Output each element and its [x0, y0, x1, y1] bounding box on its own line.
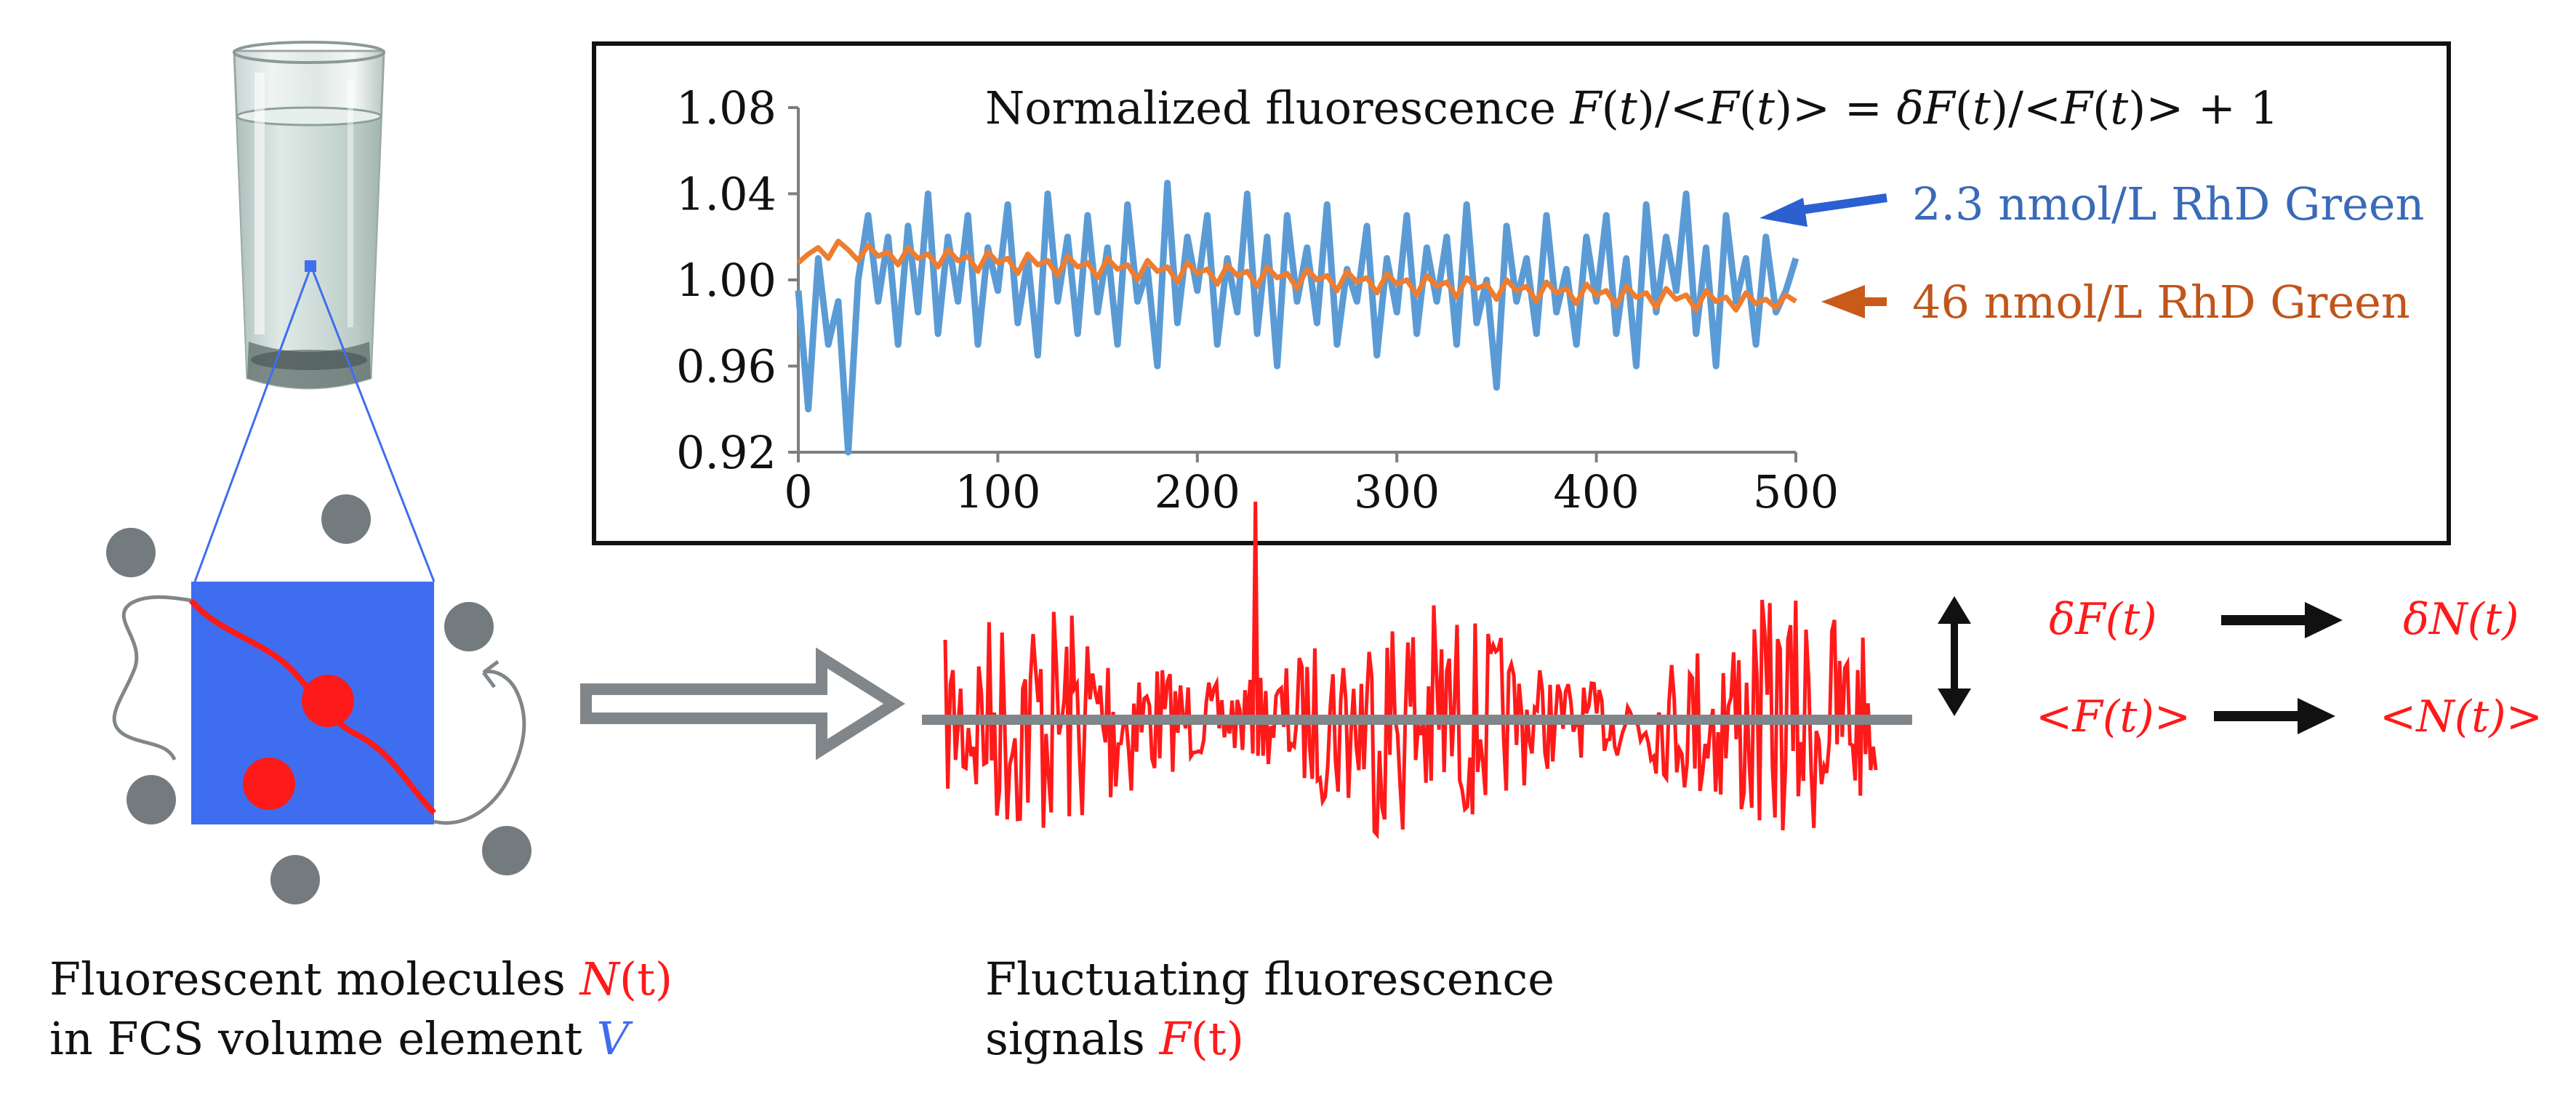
normalized-fluorescence-chart: 0.92 0.96 1.00 1.04 1.08 0 100 200 300 400 500 Nor…: [592, 41, 2451, 545]
x-tick-label: 300: [1354, 465, 1440, 518]
molecule-grey: [106, 528, 156, 577]
svg-text:Fluorescent molecules N(t): Fluorescent molecules N(t): [49, 952, 673, 1005]
relations: δF(t) δN(t) <F(t)> <N(t)>: [2036, 594, 2543, 742]
diffusion-path-grey: [433, 670, 526, 825]
delta-N-label: δN(t): [2403, 594, 2519, 645]
y-tick-label: 1.00: [676, 254, 777, 307]
molecule-grey: [127, 775, 176, 824]
y-tick-label: 0.96: [676, 340, 777, 393]
fluctuating-signal: [922, 501, 1912, 840]
series-line-orange: [796, 238, 1797, 313]
legend-label-blue: 2.3 nmol/L RhD Green: [1912, 177, 2424, 230]
legend-arrow-orange-head: [1821, 285, 1865, 318]
y-tick-label: 1.08: [676, 81, 777, 135]
x-tick-label: 100: [955, 465, 1040, 518]
legend-arrow-blue: [1795, 193, 1887, 215]
svg-text:signals F(t): signals F(t): [985, 1012, 1244, 1065]
zoom-line-right: [312, 271, 436, 582]
legend-arrow-blue-head: [1760, 198, 1807, 227]
middle-caption: Fluctuating fluorescence signals F(t): [985, 952, 1554, 1065]
red-signal-trace: [943, 501, 1878, 840]
molecule-red: [243, 758, 295, 810]
y-tick-label: 1.04: [676, 168, 777, 221]
left-caption: Fluorescent molecules N(t) in FCS volume…: [49, 952, 673, 1065]
x-tick-label: 0: [784, 465, 812, 518]
amplitude-double-arrow: [1938, 596, 1971, 716]
molecule-grey: [321, 494, 371, 544]
fcs-volume-illustration: [106, 494, 531, 904]
y-tick-label: 0.92: [676, 426, 777, 479]
chart-title: Normalized fluorescence F(t)/<F(t)> = δF…: [985, 81, 2279, 135]
x-tick-label: 400: [1553, 465, 1639, 518]
legend-label-orange: 46 nmol/L RhD Green: [1912, 276, 2410, 329]
svg-text:Fluctuating fluorescence: Fluctuating fluorescence: [985, 952, 1554, 1005]
molecule-grey: [482, 826, 531, 875]
mean-N-label: <N(t)>: [2380, 691, 2543, 742]
mean-F-label: <F(t)>: [2036, 691, 2191, 742]
svg-text:in FCS volume element V: in FCS volume element V: [49, 1012, 634, 1065]
probe-volume-marker: [305, 260, 316, 272]
delta-F-label: δF(t): [2049, 594, 2157, 645]
molecule-grey: [444, 602, 494, 651]
water-glass: [233, 41, 385, 390]
x-tick-label: 500: [1753, 465, 1839, 518]
zoom-line-left: [193, 271, 310, 582]
molecule-red: [302, 675, 354, 727]
process-arrow: [580, 647, 906, 760]
molecule-grey: [270, 855, 320, 904]
x-tick-label: 200: [1155, 465, 1240, 518]
diffusion-path-grey: [112, 595, 192, 761]
series-line-blue: [795, 180, 1799, 456]
